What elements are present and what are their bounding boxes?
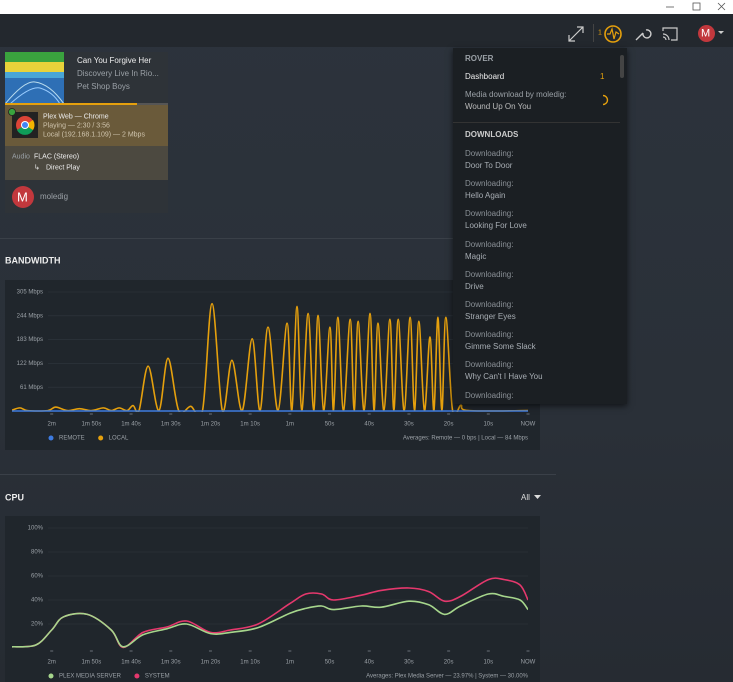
session-user-avatar-letter: M [17,189,28,205]
section-title: BANDWIDTH [5,255,61,266]
download-status[interactable]: Downloading: [465,239,514,249]
activity-menu [453,48,627,404]
window-controls[interactable] [660,0,733,14]
stream-section [5,146,168,180]
window-bar [0,0,733,14]
spinner [602,94,609,106]
download-title[interactable]: Door To Door [465,161,513,170]
fullscreen-icon[interactable] [566,24,586,44]
server-name: ROVER [465,54,494,63]
menu-item[interactable]: Dashboard [465,72,505,81]
divider [453,122,620,123]
header [0,14,733,47]
caret[interactable] [534,495,541,500]
chart-panel [5,516,540,682]
decision: Direct Play [46,164,80,172]
user-avatar[interactable] [698,25,715,42]
download-status[interactable]: Downloading: [465,360,514,370]
divider [0,474,556,475]
browser-icon [8,108,38,138]
download-title[interactable]: Stranger Eyes [465,312,516,321]
stream: FLAC (Stereo) [34,153,80,161]
session-user-avatar [12,186,34,208]
settings-icon[interactable] [632,24,652,44]
album-title: Discovery Live In Rio... [77,69,159,78]
download-status[interactable]: Downloading: [465,269,514,279]
connection: Local (192.168.1.109) — 2 Mbps [43,131,145,139]
divider [0,238,556,239]
decision-arrow: ↳ [34,164,40,172]
download-title[interactable]: Hello Again [465,191,506,201]
activity-label: Media download by moledig: [465,90,567,99]
download-title[interactable]: Looking For Love [465,221,527,231]
divider [593,24,594,42]
download-title[interactable]: Drive [465,281,484,291]
user-avatar-letter[interactable]: M [701,27,711,40]
album-art [5,52,64,104]
track-title: Can You Forgive Her [77,56,152,65]
stream-label: Audio [12,153,30,161]
artist: Pet Shop Boys [77,82,130,91]
download-status[interactable]: Downloading: [465,390,514,400]
download-status[interactable]: Downloading: [465,149,514,158]
download-status[interactable]: Downloading: [465,330,514,340]
menu-count: 1 [600,72,605,81]
download-title[interactable]: Magic [465,251,487,261]
download-title[interactable]: Gimme Some Slack [465,342,536,352]
activity-count[interactable]: 1 [598,29,602,37]
activity-icon[interactable] [603,24,623,44]
cpu-filter[interactable]: All [521,493,530,502]
progress-fill [5,103,137,105]
play-state: Playing — 2:30 / 3:56 [43,122,110,130]
scrollbar[interactable] [620,55,624,78]
activity-title[interactable]: Wound Up On You [465,102,532,111]
download-status[interactable]: Downloading: [465,300,514,309]
download-title[interactable]: Why Can't I Have You [465,372,543,382]
section-title: CPU [5,492,25,503]
caret[interactable] [717,30,725,36]
download-status[interactable]: Downloading: [465,209,514,219]
downloads-heading: DOWNLOADS [465,130,519,139]
download-status[interactable]: Downloading: [465,179,514,189]
session-user: moledig [40,192,69,201]
player: Plex Web — Chrome [43,113,109,121]
cast-icon[interactable] [660,24,680,44]
